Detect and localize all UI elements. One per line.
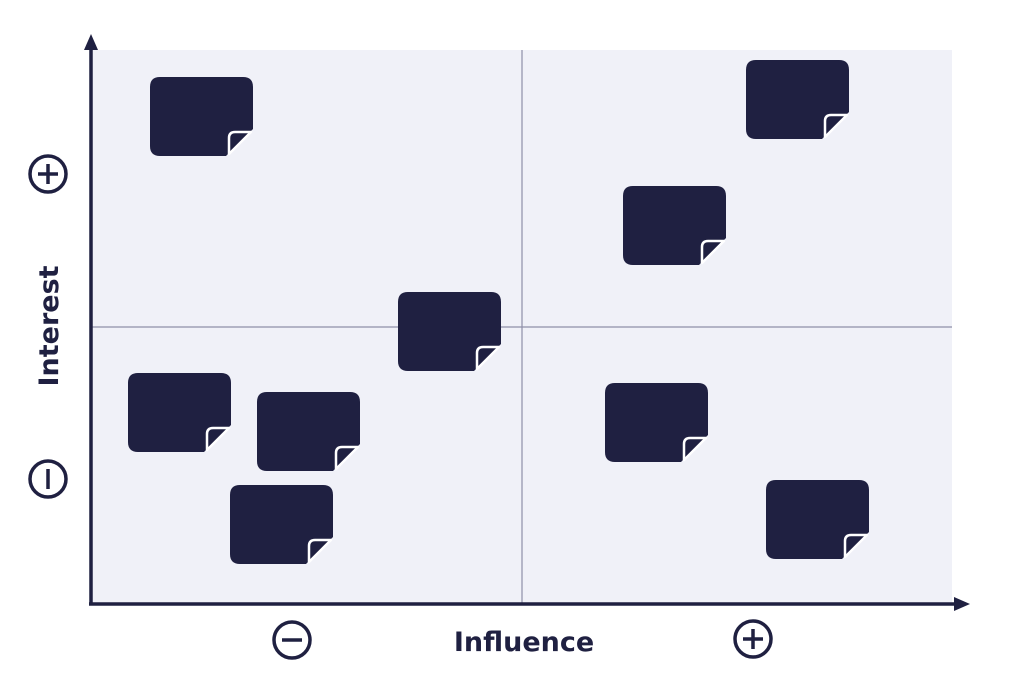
sticky-note-body — [766, 480, 869, 559]
sticky-note-fold — [307, 538, 333, 564]
sticky-note-icon — [746, 60, 849, 139]
sticky-note-body — [150, 77, 253, 156]
sticky-note-fold — [227, 130, 253, 156]
sticky-note-fold — [205, 426, 231, 452]
sticky-note-icon — [128, 373, 231, 452]
sticky-note-body — [746, 60, 849, 139]
x-axis-arrowhead — [954, 597, 970, 611]
sticky-note-icon — [230, 485, 333, 564]
sticky-note-body — [605, 383, 708, 462]
sticky-note-body — [230, 485, 333, 564]
plus-icon — [28, 154, 68, 194]
sticky-note-icon — [605, 383, 708, 462]
sticky-note-icon — [623, 186, 726, 265]
sticky-note-fold — [823, 113, 849, 139]
sticky-note-body — [398, 292, 501, 371]
minus-icon — [272, 620, 312, 660]
sticky-note-body — [623, 186, 726, 265]
x-axis-label: Influence — [454, 627, 594, 658]
sticky-note-icon — [150, 77, 253, 156]
sticky-note-fold — [334, 445, 360, 471]
sticky-note-body — [257, 392, 360, 471]
sticky-note-icon — [766, 480, 869, 559]
sticky-note-fold — [700, 239, 726, 265]
sticky-note-fold — [475, 345, 501, 371]
minus-icon — [28, 459, 68, 499]
y-axis-arrowhead — [84, 34, 98, 50]
sticky-note-fold — [682, 436, 708, 462]
sticky-notes — [128, 60, 869, 564]
y-axis-label: Interest — [34, 265, 65, 386]
sticky-note-fold — [843, 533, 869, 559]
plus-icon — [733, 619, 773, 659]
sticky-note-icon — [257, 392, 360, 471]
sticky-note-body — [128, 373, 231, 452]
sticky-note-icon — [398, 292, 501, 371]
